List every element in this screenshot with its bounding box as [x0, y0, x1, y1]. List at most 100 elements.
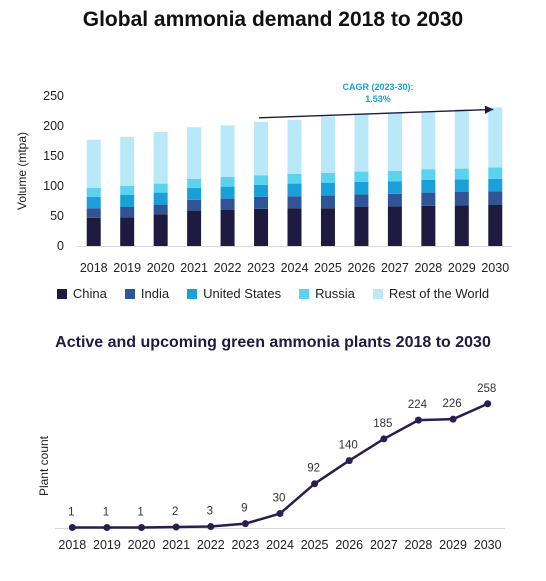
- y-tick-label: 0: [57, 239, 64, 253]
- bar-united-states-2025: [320, 183, 335, 196]
- legend-label-rest-of-world: Rest of the World: [388, 286, 490, 301]
- bar-rest-of-the-world-2023: [254, 121, 269, 176]
- data-label-2021: 2: [172, 506, 178, 518]
- y-tick-label: 150: [43, 149, 64, 163]
- bar-india-2027: [387, 193, 402, 207]
- legend-swatch-united-states: [187, 288, 198, 299]
- x-tick-label: 2025: [301, 538, 329, 552]
- bar-china-2027: [387, 206, 402, 246]
- plants-line-chart: Plant count 1 2018 1 2019 1 2020 2 2021 3 2022 9 202…: [37, 383, 505, 552]
- data-label-2023: 9: [241, 503, 247, 515]
- x-tick-label: 2022: [214, 261, 242, 275]
- legend-swatch-china: [56, 288, 67, 299]
- bar-china-2029: [454, 205, 469, 246]
- x-tick-label: 2023: [247, 261, 275, 275]
- bar-russia-2019: [120, 186, 135, 195]
- data-label-2020: 1: [137, 507, 143, 519]
- bar-russia-2022: [220, 177, 235, 187]
- data-point-2029: [449, 415, 457, 423]
- x-tick-label: 2022: [197, 538, 225, 552]
- x-tick-label: 2026: [348, 261, 376, 275]
- bar-india-2018: [86, 208, 101, 218]
- bar-china-2026: [354, 207, 369, 246]
- legend-item-united-states: United States: [187, 286, 281, 301]
- bar-russia-2030: [488, 167, 503, 179]
- bar-rest-of-the-world-2020: [153, 132, 168, 184]
- legend-item-russia: Russia: [299, 286, 355, 301]
- bar-india-2022: [220, 198, 235, 210]
- cagr-label: CAGR (2023-30):: [342, 82, 413, 92]
- bar-rest-of-the-world-2028: [421, 111, 436, 170]
- y-axis-label: Plant count: [37, 435, 51, 496]
- data-point-2030: [484, 400, 492, 408]
- demand-chart-title: Global ammonia demand 2018 to 2030: [82, 8, 464, 31]
- bar-rest-of-the-world-2030: [488, 107, 503, 168]
- x-tick-label: 2025: [314, 261, 342, 275]
- data-point-2025: [311, 480, 319, 488]
- x-tick-label: 2029: [448, 261, 476, 275]
- legend-label-china: China: [72, 286, 107, 301]
- bar-rest-of-the-world-2022: [220, 125, 235, 177]
- data-label-2025: 92: [307, 463, 320, 475]
- x-tick-label: 2029: [439, 538, 467, 552]
- legend-label-russia: Russia: [315, 286, 355, 301]
- bar-russia-2018: [86, 187, 101, 197]
- data-label-2018: 1: [68, 507, 74, 519]
- data-label-2028: 224: [408, 399, 428, 411]
- x-tick-label: 2028: [414, 261, 442, 275]
- data-point-2020: [138, 524, 146, 532]
- data-point-2019: [103, 524, 111, 532]
- bar-united-states-2022: [220, 186, 235, 199]
- bar-india-2019: [120, 207, 135, 218]
- x-tick-label: 2024: [281, 261, 309, 275]
- legend-item-rest-of-world: Rest of the World: [372, 286, 490, 301]
- bar-united-states-2018: [86, 196, 101, 209]
- bar-rest-of-the-world-2026: [354, 114, 369, 172]
- bar-russia-2025: [320, 172, 335, 183]
- cagr-value: 1.53%: [365, 94, 391, 104]
- y-tick-label: 200: [43, 119, 64, 133]
- bar-united-states-2024: [287, 183, 302, 197]
- bar-china-2030: [488, 204, 503, 246]
- bar-russia-2021: [187, 178, 202, 188]
- bar-india-2023: [254, 196, 269, 209]
- bar-china-2020: [153, 214, 168, 246]
- x-tick-label: 2027: [381, 261, 409, 275]
- bar-russia-2029: [454, 168, 469, 180]
- data-point-2028: [414, 416, 422, 424]
- x-tick-label: 2019: [113, 261, 141, 275]
- legend-swatch-india: [124, 288, 135, 299]
- bar-rest-of-the-world-2018: [86, 139, 101, 188]
- legend-item-india: India: [124, 286, 169, 301]
- y-tick-label: 250: [43, 89, 64, 103]
- bar-india-2020: [153, 204, 168, 215]
- bar-russia-2023: [254, 175, 269, 185]
- bar-china-2018: [86, 217, 101, 246]
- plants-chart-title: Active and upcoming green ammonia plants…: [55, 334, 491, 351]
- demand-bar-chart: Volume (mtpa) 0 50 100 150 200 250 2018 2019 2020…: [15, 82, 512, 275]
- x-tick-label: 2019: [93, 538, 121, 552]
- data-point-2023: [241, 520, 249, 528]
- bar-united-states-2019: [120, 195, 135, 207]
- bar-china-2028: [421, 205, 436, 246]
- bar-india-2030: [488, 191, 503, 205]
- data-point-2021: [172, 523, 180, 531]
- bar-russia-2028: [421, 169, 436, 180]
- bar-rest-of-the-world-2029: [454, 109, 469, 169]
- bar-united-states-2027: [387, 181, 402, 194]
- y-tick-label: 50: [50, 209, 64, 223]
- data-point-2027: [380, 435, 388, 443]
- data-label-2027: 185: [373, 418, 392, 430]
- x-tick-label: 2020: [128, 538, 156, 552]
- bar-rest-of-the-world-2019: [120, 136, 135, 186]
- data-point-2018: [68, 524, 76, 532]
- bar-china-2024: [287, 208, 302, 246]
- bar-rest-of-the-world-2021: [187, 127, 202, 179]
- bar-india-2024: [287, 196, 302, 209]
- x-tick-label: 2026: [335, 538, 363, 552]
- bar-russia-2026: [354, 171, 369, 182]
- x-tick-label: 2020: [147, 261, 175, 275]
- data-label-2019: 1: [103, 507, 109, 519]
- bar-china-2023: [254, 208, 269, 246]
- x-tick-label: 2023: [231, 538, 259, 552]
